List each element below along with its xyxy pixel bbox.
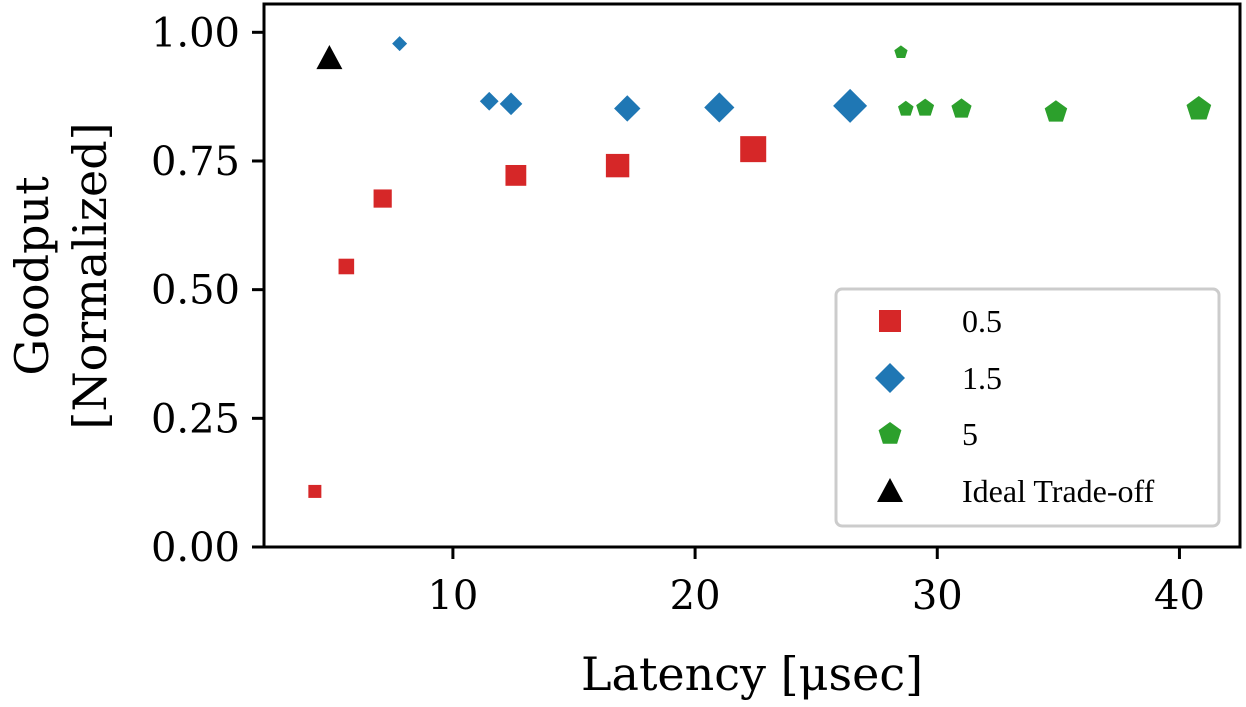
y-axis-label-line-1: Goodput [5,176,59,376]
y-tick-label: 0.00 [151,525,240,571]
data-point-pentagon [1044,100,1068,122]
data-point-triangle [316,45,343,70]
legend-marker-square [879,310,901,332]
x-tick-label: 10 [427,573,478,619]
legend-label-1-5: 1.5 [962,360,1002,396]
data-point-square [505,164,527,186]
legend-marker-triangle [877,478,903,503]
legend: 0.5 1.5 5 Ideal Trade-off [834,287,1221,528]
legend-marker-pentagon [878,422,902,444]
legend-label-5: 5 [962,416,978,452]
data-point-pentagon [898,100,914,116]
data-point-pentagon [894,45,908,58]
data-point-diamond [479,91,499,111]
legend-box [834,287,1221,528]
data-point-square [605,153,630,178]
x-axis-ticks: 10 20 30 40 [427,547,1205,619]
legend-label-ideal-trade-off: Ideal Trade-off [962,473,1155,509]
data-point-diamond [499,92,523,116]
data-point-pentagon [951,98,972,118]
data-point-pentagon [1186,96,1212,120]
y-tick-label: 0.75 [151,139,240,185]
y-axis-ticks: 0.00 0.25 0.50 0.75 1.00 [151,10,264,571]
data-point-square [373,189,392,208]
data-point-diamond [833,88,868,123]
x-tick-label: 40 [1154,573,1205,619]
x-axis-label: Latency [μsec] [581,647,923,701]
data-point-pentagon [916,98,935,116]
data-point-diamond [392,36,408,52]
data-points [308,36,1212,498]
data-point-diamond [614,95,641,122]
legend-marker-diamond [875,363,905,393]
legend-markers [875,310,905,503]
y-tick-label: 0.50 [151,268,240,314]
data-point-square [740,136,767,163]
y-axis-label-line-2: [Normalized] [63,122,117,429]
data-point-square [338,258,355,275]
legend-label-0-5: 0.5 [962,303,1002,339]
data-point-diamond [704,92,735,123]
plot-area-frame [262,2,1242,549]
x-tick-label: 30 [912,573,963,619]
y-tick-label: 1.00 [151,10,240,56]
data-point-square [308,484,322,498]
x-tick-label: 20 [670,573,721,619]
y-tick-label: 0.25 [151,396,240,442]
